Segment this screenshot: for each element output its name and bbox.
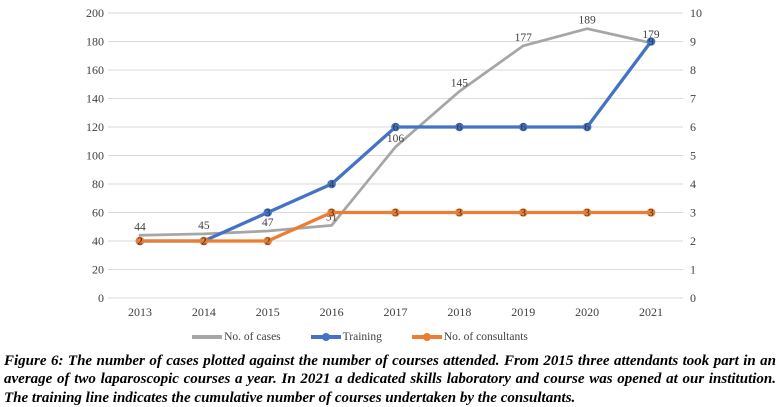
data-point-marker-no-of-consultants (263, 236, 273, 246)
data-label-training: 6 (521, 122, 527, 134)
y-axis-tick-right: 6 (690, 120, 696, 134)
data-label-no-of-cases: 106 (387, 133, 405, 145)
data-point-marker-training (646, 37, 656, 46)
y-axis-tick-left: 0 (98, 291, 104, 305)
x-axis-tick: 2015 (256, 305, 280, 319)
y-axis-tick-left: 160 (86, 63, 104, 77)
legend-swatch-orange-line-icon (411, 332, 442, 342)
data-label-training: 2 (137, 236, 143, 248)
data-label-no-of-cases: 51 (326, 211, 338, 223)
y-axis-tick-right: 10 (690, 6, 702, 20)
data-point-marker-training (327, 179, 336, 189)
x-axis-tick: 2016 (320, 305, 344, 319)
y-axis-tick-left: 100 (86, 149, 104, 163)
y-axis-tick-right: 1 (690, 263, 696, 277)
data-label-no-of-consultants: 2 (201, 236, 207, 248)
y-axis-tick-left: 60 (92, 206, 104, 220)
data-label-no-of-consultants: 3 (584, 207, 590, 219)
y-axis-tick-right: 2 (690, 234, 696, 248)
data-label-no-of-cases: 47 (262, 217, 274, 229)
x-axis-tick: 2018 (447, 305, 471, 319)
y-axis-tick-left: 40 (92, 234, 104, 248)
y-axis-tick-left: 120 (86, 120, 104, 134)
data-label-no-of-consultants: 3 (393, 207, 399, 219)
data-label-training: 6 (457, 122, 463, 134)
data-label-training: 6 (584, 122, 590, 134)
data-point-marker-training (518, 122, 528, 132)
y-axis-tick-right: 9 (690, 35, 696, 49)
y-axis-tick-left: 20 (92, 263, 104, 277)
x-axis-tick: 2013 (128, 305, 152, 319)
data-point-marker-training (455, 122, 464, 132)
data-label-training: 9 (648, 36, 654, 48)
y-axis-tick-right: 7 (690, 92, 696, 106)
legend-marker-dot-icon (321, 332, 331, 342)
y-axis-tick-right: 0 (690, 291, 696, 305)
data-point-marker-no-of-consultants (135, 236, 145, 246)
chart-area: 0 20 40 60 80 100 120 140 160 180 200 0 1 2 3 4 5 6 7 8 9 10 2… (0, 6, 780, 343)
data-label-no-of-cases: 189 (579, 15, 597, 27)
legend-label-no-of-consultants: No. of consultants (443, 331, 528, 343)
data-point-marker-no-of-consultants (518, 208, 528, 217)
legend-marker-dot-icon (422, 332, 432, 342)
data-label-no-of-consultants: 3 (521, 207, 527, 219)
data-point-marker-training (263, 208, 273, 217)
line-chart: 0204060801001201401601802000123456789102… (86, 6, 702, 319)
data-label-no-of-cases: 44 (134, 221, 146, 233)
legend-item-training: Training (310, 331, 382, 343)
y-axis-tick-left: 180 (86, 35, 104, 49)
data-point-marker-no-of-consultants (582, 208, 592, 217)
chart-legend: No. of cases Training No. of consultants (0, 331, 780, 343)
data-label-training: 6 (393, 122, 399, 134)
figure-caption: Figure 6: The number of cases plotted ag… (4, 353, 776, 406)
data-label-training: 3 (265, 207, 271, 219)
data-label-no-of-consultants: 2 (137, 236, 143, 248)
data-point-marker-no-of-consultants (455, 208, 464, 217)
x-axis-tick: 2014 (192, 305, 216, 319)
x-axis-tick: 2021 (639, 305, 663, 319)
data-point-marker-no-of-consultants (199, 236, 209, 246)
y-axis-tick-left: 140 (86, 92, 104, 106)
y-axis-tick-right: 8 (690, 63, 696, 77)
y-axis-tick-right: 4 (690, 177, 696, 191)
data-label-training: 4 (329, 179, 335, 191)
y-axis-tick-right: 5 (690, 149, 696, 163)
x-axis-tick: 2019 (511, 305, 535, 319)
data-point-marker-training (582, 122, 592, 132)
data-label-no-of-cases: 177 (515, 32, 533, 44)
legend-swatch-blue-line-icon (310, 332, 341, 342)
data-label-training: 2 (201, 236, 207, 248)
legend-label-no-of-cases: No. of cases (224, 331, 281, 343)
y-axis-tick-right: 3 (690, 206, 696, 220)
data-point-marker-no-of-consultants (646, 208, 656, 217)
x-axis-tick: 2020 (575, 305, 599, 319)
legend-swatch-gray-line-icon (192, 335, 223, 339)
y-axis-tick-left: 80 (92, 177, 104, 191)
data-point-marker-no-of-consultants (327, 208, 336, 217)
data-label-no-of-cases: 179 (642, 29, 660, 41)
y-axis-tick-left: 200 (86, 6, 104, 20)
data-point-marker-training (391, 122, 400, 132)
x-axis-tick: 2017 (384, 305, 408, 319)
legend-item-no-of-cases: No. of cases (192, 331, 281, 343)
data-label-no-of-consultants: 3 (457, 207, 463, 219)
legend-item-no-of-consultants: No. of consultants (411, 331, 528, 343)
legend-label-training: Training (342, 331, 382, 343)
data-label-no-of-consultants: 3 (329, 207, 335, 219)
data-label-no-of-cases: 145 (451, 77, 469, 89)
data-label-no-of-consultants: 3 (648, 207, 654, 219)
data-label-no-of-consultants: 2 (265, 236, 271, 248)
data-point-marker-no-of-consultants (391, 208, 400, 217)
data-label-no-of-cases: 45 (198, 220, 210, 232)
